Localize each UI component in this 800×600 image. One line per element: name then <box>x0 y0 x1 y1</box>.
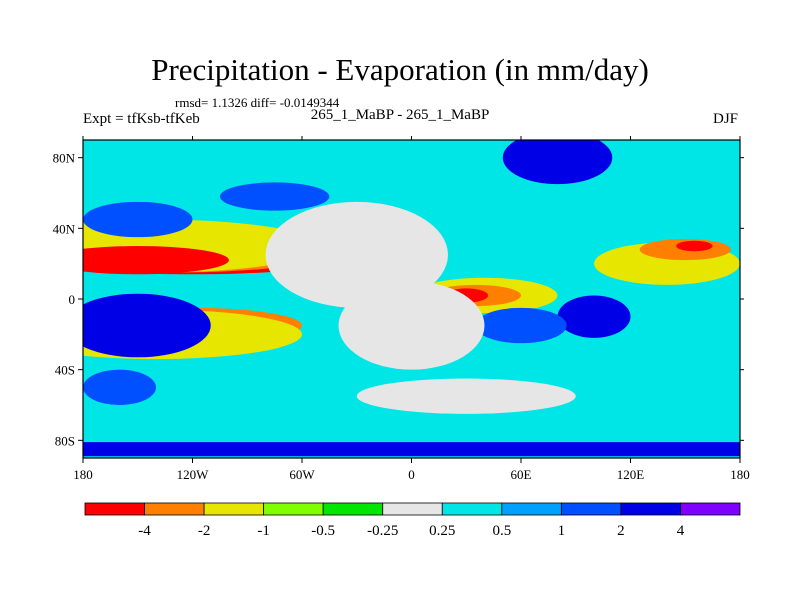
colorbar-label-4: -0.25 <box>367 523 398 539</box>
experiment-label: Expt = tfKsb-tfKeb <box>83 111 200 127</box>
colorbar-label-0: -4 <box>138 523 151 539</box>
season-label: DJF <box>712 111 738 127</box>
case-label: 265_1_MaBP - 265_1_MaBP <box>310 107 490 123</box>
y-tick-label-4: 80S <box>55 433 75 448</box>
field-blob-15 <box>219 182 330 211</box>
x-tick-label-2: 60W <box>289 467 315 482</box>
field-blob-11 <box>676 240 713 252</box>
stats-label: rmsd= 1.1326 diff= -0.0149344 <box>175 95 340 110</box>
colorbar-box-9 <box>620 502 681 516</box>
field-blob-22 <box>356 378 576 414</box>
colorbar-box-7 <box>501 502 562 516</box>
colorbar: -4 -2 -1 -0.5 -0.25 0.25 0.5 1 2 4 <box>84 502 741 539</box>
field-blob-20 <box>265 201 448 308</box>
colorbar-box-5 <box>382 502 443 516</box>
y-tick-label-3: 40S <box>55 363 75 378</box>
field-band-23 <box>83 442 740 457</box>
colorbar-box-4 <box>322 502 384 516</box>
colorbar-label-6: 0.5 <box>492 523 511 539</box>
field-blob-21 <box>338 281 485 370</box>
axes: 180 120W 60W 0 60E 120E 180 80N 40N 0 40S 80S <box>53 136 750 482</box>
colorbar-box-6 <box>441 502 503 516</box>
x-tick-label-6: 180 <box>730 467 750 482</box>
colorbar-box-10 <box>680 502 741 516</box>
x-tick-label-4: 60E <box>511 467 532 482</box>
colorbar-box-3 <box>263 502 324 516</box>
colorbar-label-8: 2 <box>617 523 625 539</box>
plot-area <box>83 140 740 458</box>
field-blob-18 <box>557 295 631 338</box>
colorbar-label-7: 1 <box>558 523 566 539</box>
field-blob-14 <box>83 201 193 238</box>
y-tick-label-0: 80N <box>53 151 76 166</box>
field-blob-13 <box>83 293 211 358</box>
field-blob-19 <box>475 307 567 344</box>
colorbar-label-9: 4 <box>677 523 685 539</box>
x-tick-label-3: 0 <box>408 467 415 482</box>
colorbar-box-8 <box>560 502 622 516</box>
colorbar-label-1: -2 <box>198 523 211 539</box>
colorbar-label-2: -1 <box>257 523 270 539</box>
y-tick-label-2: 0 <box>69 292 76 307</box>
colorbar-label-3: -0.5 <box>311 523 335 539</box>
colorbar-label-5: 0.25 <box>429 523 455 539</box>
field-blob-16 <box>83 369 156 406</box>
y-tick-label-1: 40N <box>53 221 76 236</box>
x-tick-label-1: 120W <box>177 467 210 482</box>
field-blob-17 <box>502 140 613 185</box>
chart-title: Precipitation - Evaporation (in mm/day) <box>151 52 649 87</box>
colorbar-box-1 <box>144 502 205 516</box>
x-tick-label-0: 180 <box>73 467 93 482</box>
x-tick-label-5: 120E <box>617 467 645 482</box>
field-blob-3 <box>83 246 229 275</box>
colorbar-box-0 <box>84 502 145 516</box>
colorbar-box-2 <box>203 502 265 516</box>
